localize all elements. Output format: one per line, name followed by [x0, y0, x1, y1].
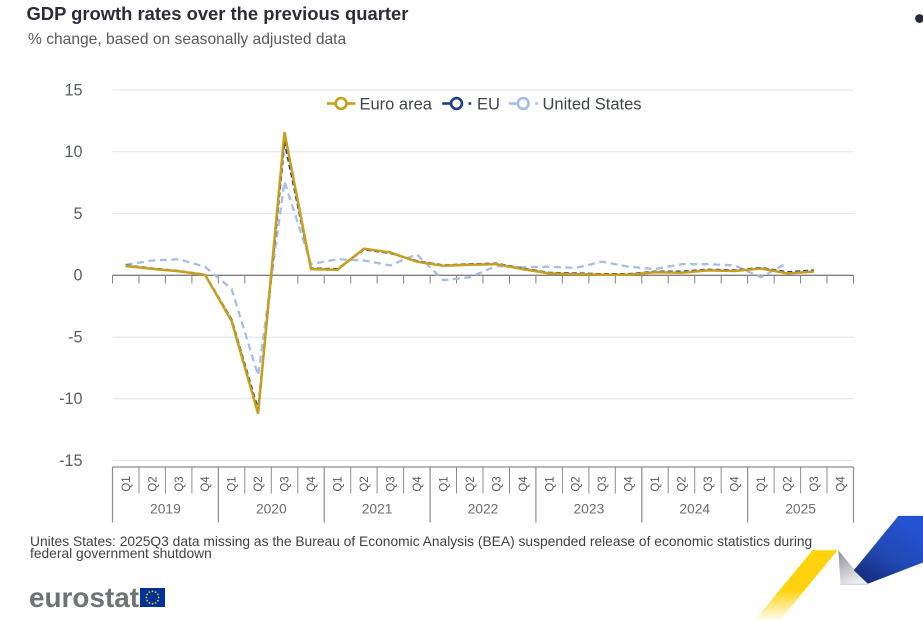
- svg-text:Euro area: Euro area: [360, 95, 433, 113]
- svg-text:Q1: Q1: [544, 476, 556, 491]
- svg-text:Q3: Q3: [174, 476, 186, 491]
- svg-text:federal government shutdown: federal government shutdown: [30, 546, 212, 561]
- svg-text:% change, based on seasonally: % change, based on seasonally adjusted d…: [28, 31, 346, 48]
- svg-text:Q1: Q1: [227, 476, 239, 491]
- svg-text:Q3: Q3: [491, 476, 503, 491]
- svg-text:2020: 2020: [256, 501, 287, 516]
- svg-text:2022: 2022: [468, 501, 499, 516]
- svg-text:-10: -10: [59, 390, 82, 408]
- svg-text:Q2: Q2: [782, 476, 794, 491]
- svg-text:Q2: Q2: [253, 476, 265, 491]
- svg-text:Unites States: 2025Q3 data mis: Unites States: 2025Q3 data missing as th…: [30, 534, 812, 549]
- svg-text:Q4: Q4: [624, 476, 636, 492]
- svg-text:GDP growth rates over the prev: GDP growth rates over the previous quart…: [27, 3, 409, 24]
- svg-text:2021: 2021: [362, 501, 393, 516]
- svg-text:Q4: Q4: [412, 476, 424, 492]
- svg-text:EU: EU: [477, 95, 500, 113]
- svg-text:Q2: Q2: [359, 476, 371, 491]
- svg-text:Q1: Q1: [438, 476, 450, 491]
- svg-text:eurostat: eurostat: [29, 582, 139, 613]
- svg-text:15: 15: [64, 81, 82, 99]
- svg-text:Q3: Q3: [809, 476, 821, 491]
- svg-text:Q1: Q1: [756, 476, 768, 491]
- svg-text:United States: United States: [543, 95, 642, 113]
- svg-text:Q2: Q2: [147, 476, 159, 491]
- svg-text:Q3: Q3: [703, 476, 715, 491]
- svg-text:Q4: Q4: [518, 476, 530, 492]
- svg-text:Q1: Q1: [650, 476, 662, 491]
- svg-text:-15: -15: [59, 452, 82, 470]
- svg-text:Q4: Q4: [306, 476, 318, 492]
- svg-text:Q4: Q4: [730, 476, 742, 492]
- svg-text:Q2: Q2: [465, 476, 477, 491]
- svg-text:2023: 2023: [574, 501, 605, 516]
- svg-text:Q4: Q4: [200, 476, 212, 492]
- svg-text:Q2: Q2: [571, 476, 583, 491]
- svg-text:Q4: Q4: [835, 476, 847, 492]
- svg-text:Q3: Q3: [386, 476, 398, 491]
- svg-text:2019: 2019: [150, 501, 181, 516]
- svg-text:10: 10: [64, 143, 82, 161]
- svg-text:5: 5: [73, 205, 82, 223]
- svg-text:2024: 2024: [679, 501, 710, 516]
- svg-text:Q3: Q3: [597, 476, 609, 491]
- svg-text:2025: 2025: [785, 501, 816, 516]
- svg-text:Q1: Q1: [333, 476, 345, 491]
- svg-text:0: 0: [73, 267, 82, 285]
- svg-text:-5: -5: [68, 328, 82, 346]
- svg-text:Q2: Q2: [677, 476, 689, 491]
- svg-text:Q1: Q1: [121, 476, 133, 491]
- svg-text:Q3: Q3: [280, 476, 292, 491]
